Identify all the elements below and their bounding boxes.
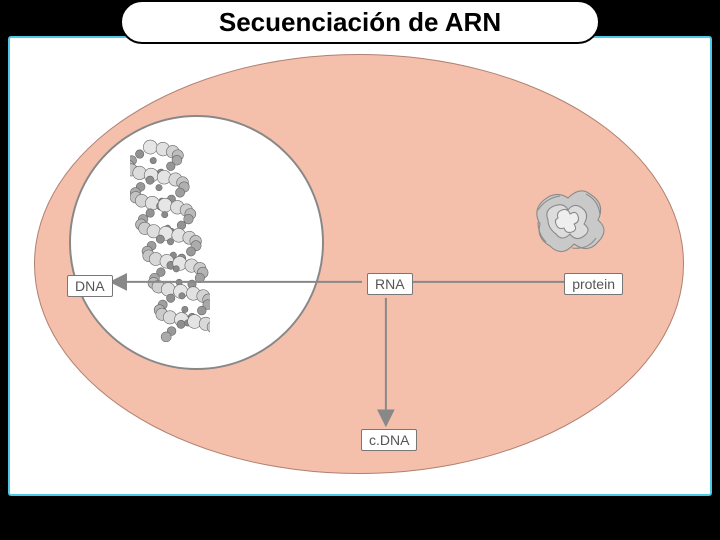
nucleus-circle bbox=[69, 115, 324, 370]
label-protein: protein bbox=[564, 273, 623, 295]
label-cdna: c.DNA bbox=[361, 429, 417, 451]
protein-icon bbox=[528, 180, 613, 260]
title-bar: Secuenciación de ARN bbox=[120, 0, 600, 44]
label-rna: RNA bbox=[367, 273, 413, 295]
slide-title: Secuenciación de ARN bbox=[219, 7, 501, 38]
label-dna: DNA bbox=[67, 275, 113, 297]
diagram-area: DNA RNA protein c.DNA bbox=[8, 36, 712, 496]
slide-frame: Secuenciación de ARN bbox=[0, 0, 720, 540]
cell-ellipse: DNA RNA protein c.DNA bbox=[34, 54, 684, 474]
